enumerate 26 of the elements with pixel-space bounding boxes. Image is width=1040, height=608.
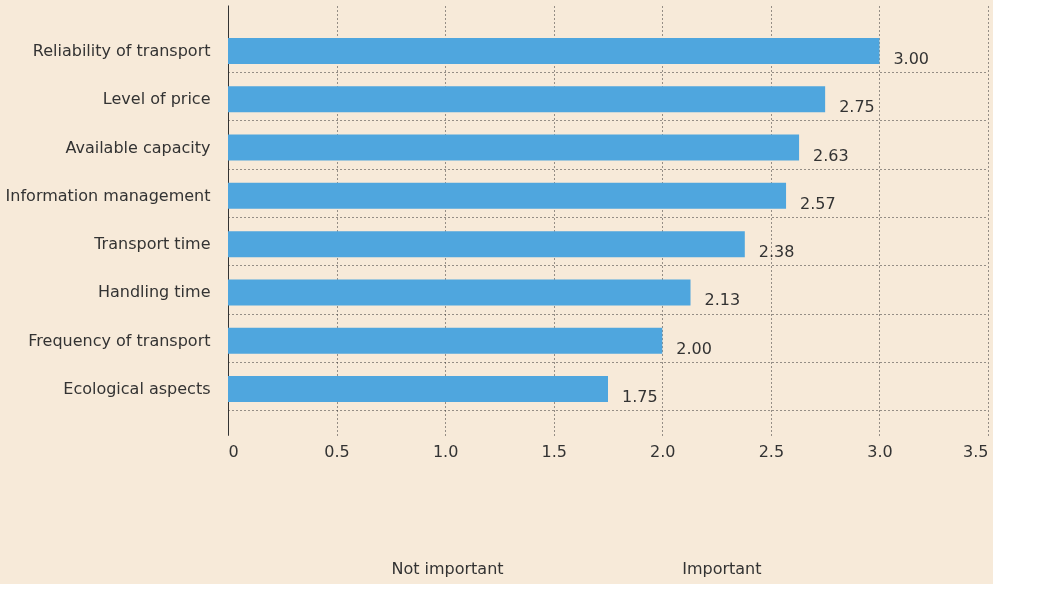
y-tick-label: Frequency of transport	[28, 330, 211, 350]
text: Not important	[391, 559, 504, 578]
data-label: 2.75	[839, 97, 875, 117]
x-tick-label: 3.0	[867, 441, 893, 461]
x-tick-label: 0.5	[324, 441, 350, 461]
text: Important	[682, 559, 762, 578]
x-tick-label: 1.5	[541, 441, 567, 461]
y-tick-label: Information management	[5, 185, 211, 205]
data-label: 2.00	[676, 338, 712, 358]
y-tick-label: Transport time	[93, 234, 211, 254]
x-tick-label: 3.5	[963, 441, 989, 461]
y-tick-label: Handling time	[97, 282, 211, 302]
x-tick-label: 2.5	[758, 441, 785, 461]
x-tick-label: 1.0	[432, 441, 459, 461]
y-tick-label: Reliability of transport	[32, 40, 211, 60]
data-label: 2.13	[704, 290, 741, 310]
data-label: 1.75	[622, 387, 658, 407]
data-label: 2.38	[758, 242, 795, 262]
x-tick-label: 2.0	[650, 441, 676, 461]
y-tick-label: Available capacity	[65, 137, 211, 157]
x-tick-label: 0	[228, 441, 239, 461]
y-tick-label: Ecological aspects	[63, 379, 211, 399]
data-label: 2.63	[813, 145, 849, 165]
y-tick-label: Level of price	[102, 89, 211, 109]
data-label: 3.00	[893, 48, 930, 68]
data-label: 2.57	[800, 193, 836, 213]
